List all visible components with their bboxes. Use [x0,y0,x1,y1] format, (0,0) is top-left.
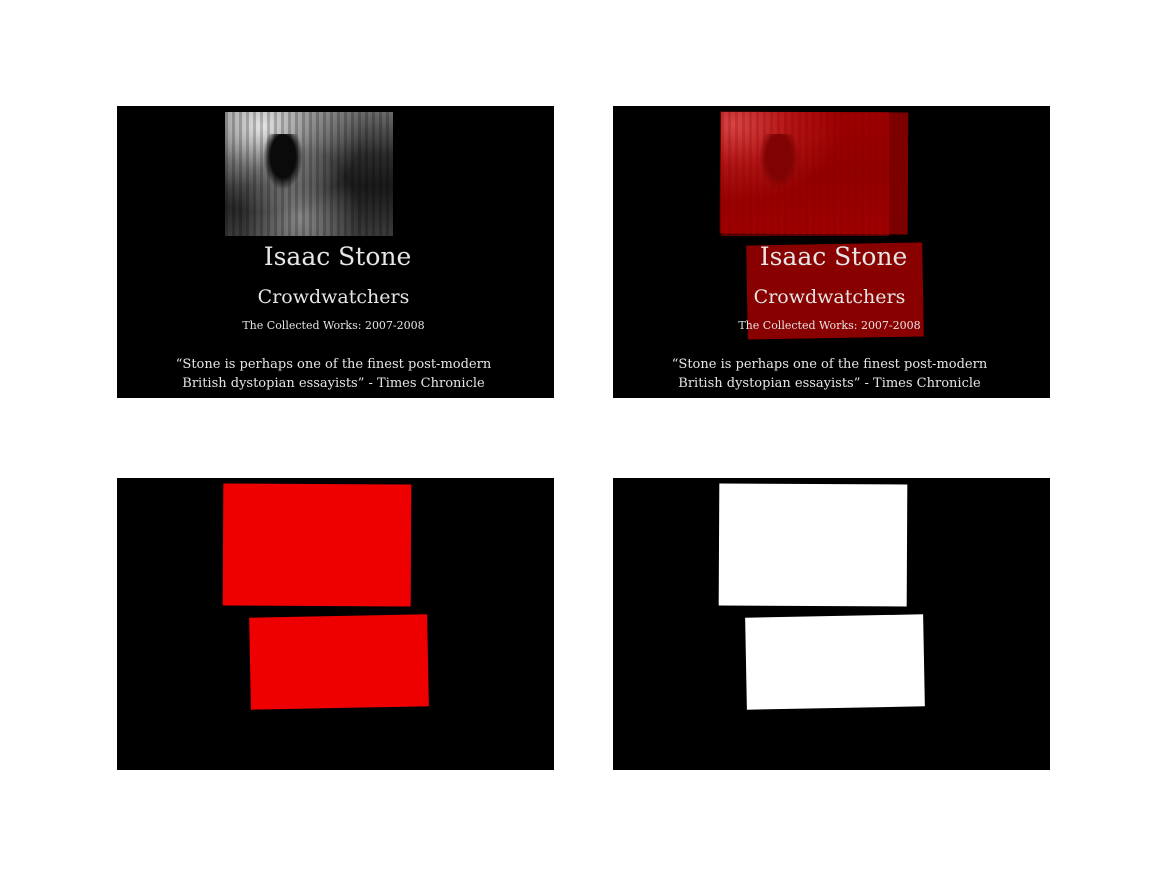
dancers-silhouette [263,134,303,190]
original-poster-panel: Isaac Stone Crowdwatchers The Collected … [117,106,554,398]
photo-region-binary [718,483,908,607]
binary-mask-panel [613,478,1050,770]
book-subtitle: The Collected Works: 2007-2008 [242,319,425,332]
text-region-binary [745,614,925,710]
book-title: Crowdwatchers [257,286,410,308]
quote-line-2: British dystopian essayists” - Times Chr… [678,376,981,391]
photo-region-mask [222,483,412,607]
crowd-photo [225,112,393,236]
overlay-poster-panel: Isaac Stone Crowdwatchers The Collected … [613,106,1050,398]
author-name: Isaac Stone [759,242,908,271]
book-subtitle: The Collected Works: 2007-2008 [738,319,921,332]
red-mask-panel [117,478,554,770]
quote-line-1: “Stone is perhaps one of the finest post… [175,357,492,372]
quote-line-1: “Stone is perhaps one of the finest post… [671,357,988,372]
quote-line-2: British dystopian essayists” - Times Chr… [182,376,485,391]
text-region-mask [249,614,429,710]
book-title: Crowdwatchers [753,286,906,308]
crowd-texture [225,112,393,236]
photo-region-highlight [719,111,909,235]
author-name: Isaac Stone [263,242,412,271]
